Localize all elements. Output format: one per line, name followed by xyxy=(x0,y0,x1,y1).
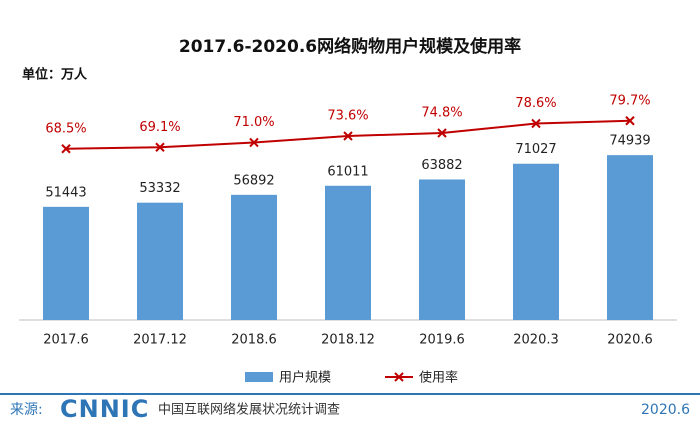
source-label: 来源: xyxy=(10,402,43,418)
x-tick-label: 2020.6 xyxy=(607,333,653,348)
legend-label: 使用率 xyxy=(419,370,458,386)
chart-title: 2017.6-2020.6网络购物用户规模及使用率 xyxy=(179,36,521,57)
line-label: 78.6% xyxy=(515,96,556,111)
bar xyxy=(513,163,559,320)
x-tick-label: 2020.3 xyxy=(513,333,559,348)
date: 2020.6 xyxy=(641,402,690,418)
bar-label: 74939 xyxy=(609,134,650,149)
bar-label: 71027 xyxy=(515,142,556,157)
bar-label: 61011 xyxy=(327,164,368,179)
logo: CNNIC xyxy=(60,395,149,423)
line-marker xyxy=(155,142,165,152)
x-tick-label: 2018.12 xyxy=(321,333,375,348)
bar xyxy=(419,179,465,320)
line-marker xyxy=(531,118,541,129)
line-label: 71.0% xyxy=(233,115,274,130)
unit-label: 单位：万人 xyxy=(22,67,88,83)
line-marker xyxy=(437,128,447,138)
x-tick-label: 2019.6 xyxy=(419,333,465,348)
bar-label: 56892 xyxy=(233,173,274,188)
line-label: 68.5% xyxy=(45,121,86,136)
legend-swatch xyxy=(245,372,273,382)
x-tick-label: 2017.12 xyxy=(133,333,187,348)
legend-label: 用户规模 xyxy=(279,370,331,386)
bar-label: 51443 xyxy=(45,185,86,200)
line-label: 74.8% xyxy=(421,106,462,121)
bar xyxy=(607,155,653,320)
bar xyxy=(231,194,277,320)
bar-label: 63882 xyxy=(421,158,462,173)
source: 中国互联网络发展状况统计调查 xyxy=(158,402,340,418)
x-tick-label: 2017.6 xyxy=(43,333,89,348)
x-tick-label: 2018.6 xyxy=(231,333,277,348)
bar xyxy=(325,185,371,320)
line-label: 79.7% xyxy=(609,93,650,108)
bar xyxy=(43,206,89,320)
line-marker xyxy=(61,144,71,154)
bar-label: 53332 xyxy=(139,181,180,196)
line-marker xyxy=(343,131,353,141)
legend-marker xyxy=(394,372,404,382)
line-label: 69.1% xyxy=(139,120,180,135)
line-marker xyxy=(625,116,635,126)
line-marker xyxy=(249,137,259,148)
line-label: 73.6% xyxy=(327,109,368,124)
bar xyxy=(137,202,183,320)
